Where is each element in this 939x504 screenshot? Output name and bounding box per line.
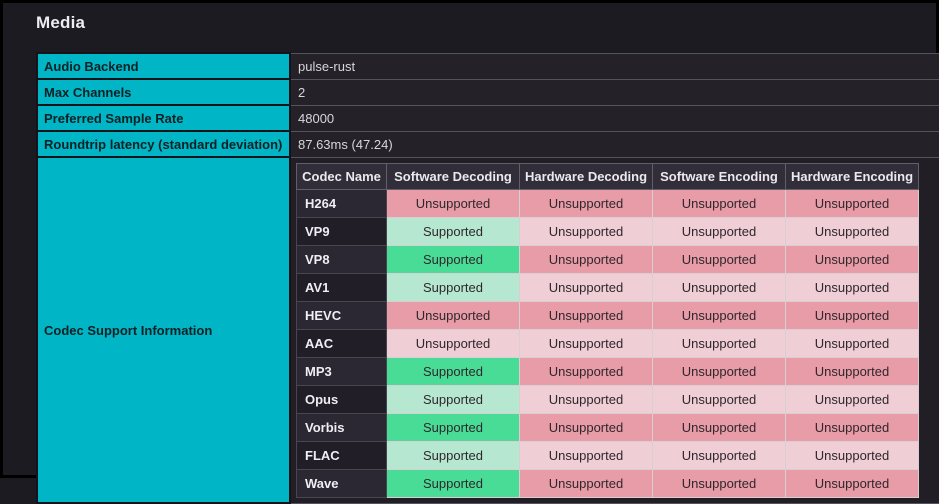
- info-label: Audio Backend: [36, 52, 291, 80]
- info-label: Max Channels: [36, 78, 291, 106]
- codec-status-cell: Unsupported: [519, 468, 653, 498]
- codec-status-cell: Unsupported: [652, 216, 786, 246]
- codec-table-body: H264 Unsupported Unsupported Unsupported Uns…: [296, 188, 919, 498]
- codec-status-cell: Supported: [386, 216, 520, 246]
- codec-status-cell: Unsupported: [652, 188, 786, 218]
- codec-status-cell: Unsupported: [386, 300, 520, 330]
- codec-status-cell: Supported: [386, 244, 520, 274]
- codec-status-cell: Unsupported: [519, 384, 653, 414]
- codec-status-cell: Unsupported: [785, 384, 919, 414]
- codec-name-cell: VP8: [296, 244, 387, 274]
- codec-row: Wave Supported Unsupported Unsupported Unsup…: [296, 468, 919, 498]
- codec-name-cell: Opus: [296, 384, 387, 414]
- codec-status-cell: Unsupported: [519, 356, 653, 386]
- codec-row: MP3 Supported Unsupported Unsupported Unsupp…: [296, 356, 919, 386]
- codec-status-cell: Unsupported: [785, 440, 919, 470]
- codec-support-table: Codec Name Software Decoding Hardware Deco…: [296, 162, 919, 498]
- info-value: 87.63ms (47.24): [289, 130, 939, 158]
- codec-row: VP9 Supported Unsupported Unsupported Unsupp…: [296, 216, 919, 246]
- codec-status-cell: Supported: [386, 440, 520, 470]
- codec-status-cell: Unsupported: [519, 272, 653, 302]
- codec-row: AV1 Supported Unsupported Unsupported Unsupp…: [296, 272, 919, 302]
- codec-name-cell: Wave: [296, 468, 387, 498]
- codec-row: H264 Unsupported Unsupported Unsupported Uns…: [296, 188, 919, 218]
- codec-column-header: Codec Name: [296, 162, 387, 190]
- codec-status-cell: Unsupported: [785, 300, 919, 330]
- codec-name-cell: MP3: [296, 356, 387, 386]
- codec-name-cell: AAC: [296, 328, 387, 358]
- codec-status-cell: Supported: [386, 384, 520, 414]
- codec-header-row: Codec Name Software Decoding Hardware Deco…: [296, 162, 919, 190]
- codec-name-cell: AV1: [296, 272, 387, 302]
- info-value: 2: [289, 78, 939, 106]
- codec-section-row: Codec Support Information Codec Name Soft…: [36, 156, 939, 504]
- codec-section-label: Codec Support Information: [36, 156, 291, 504]
- codec-table-container: Codec Name Software Decoding Hardware Deco…: [289, 156, 939, 504]
- codec-status-cell: Unsupported: [386, 328, 520, 358]
- codec-row: AAC Unsupported Unsupported Unsupported Unsu…: [296, 328, 919, 358]
- codec-status-cell: Unsupported: [519, 440, 653, 470]
- codec-status-cell: Supported: [386, 272, 520, 302]
- info-row-roundtrip-latency: Roundtrip latency (standard deviation) 8…: [36, 130, 939, 158]
- codec-status-cell: Unsupported: [785, 272, 919, 302]
- codec-status-cell: Supported: [386, 356, 520, 386]
- codec-status-cell: Unsupported: [519, 328, 653, 358]
- codec-status-cell: Unsupported: [652, 412, 786, 442]
- codec-status-cell: Unsupported: [785, 188, 919, 218]
- codec-status-cell: Unsupported: [785, 412, 919, 442]
- codec-status-cell: Unsupported: [386, 188, 520, 218]
- codec-status-cell: Unsupported: [652, 272, 786, 302]
- info-value: pulse-rust: [289, 52, 939, 80]
- media-info-table: Audio Backend pulse-rust Max Channels 2 …: [36, 52, 939, 504]
- page-title: Media: [36, 13, 86, 32]
- codec-status-cell: Unsupported: [652, 300, 786, 330]
- codec-row: FLAC Supported Unsupported Unsupported Unsup…: [296, 440, 919, 470]
- codec-row: VP8 Supported Unsupported Unsupported Unsupp…: [296, 244, 919, 274]
- codec-name-cell: VP9: [296, 216, 387, 246]
- codec-status-cell: Unsupported: [785, 244, 919, 274]
- codec-status-cell: Unsupported: [519, 412, 653, 442]
- codec-column-header: Software Decoding: [386, 162, 520, 190]
- codec-status-cell: Unsupported: [519, 216, 653, 246]
- codec-name-cell: Vorbis: [296, 412, 387, 442]
- codec-status-cell: Unsupported: [519, 188, 653, 218]
- info-row-audio-backend: Audio Backend pulse-rust: [36, 52, 939, 80]
- codec-column-header: Hardware Encoding: [785, 162, 919, 190]
- codec-status-cell: Unsupported: [652, 468, 786, 498]
- codec-status-cell: Unsupported: [785, 328, 919, 358]
- codec-name-cell: HEVC: [296, 300, 387, 330]
- codec-status-cell: Unsupported: [652, 384, 786, 414]
- codec-status-cell: Supported: [386, 468, 520, 498]
- codec-status-cell: Unsupported: [785, 468, 919, 498]
- codec-status-cell: Unsupported: [785, 216, 919, 246]
- codec-status-cell: Unsupported: [519, 300, 653, 330]
- codec-status-cell: Supported: [386, 412, 520, 442]
- info-row-sample-rate: Preferred Sample Rate 48000: [36, 104, 939, 132]
- codec-row: Vorbis Supported Unsupported Unsupported Uns…: [296, 412, 919, 442]
- codec-column-header: Software Encoding: [652, 162, 786, 190]
- codec-name-cell: FLAC: [296, 440, 387, 470]
- info-label: Preferred Sample Rate: [36, 104, 291, 132]
- codec-status-cell: Unsupported: [652, 440, 786, 470]
- codec-status-cell: Unsupported: [652, 356, 786, 386]
- codec-status-cell: Unsupported: [519, 244, 653, 274]
- codec-row: Opus Supported Unsupported Unsupported Unsup…: [296, 384, 919, 414]
- codec-row: HEVC Unsupported Unsupported Unsupported Uns…: [296, 300, 919, 330]
- codec-status-cell: Unsupported: [652, 328, 786, 358]
- info-value: 48000: [289, 104, 939, 132]
- info-label: Roundtrip latency (standard deviation): [36, 130, 291, 158]
- codec-name-cell: H264: [296, 188, 387, 218]
- codec-status-cell: Unsupported: [652, 244, 786, 274]
- codec-column-header: Hardware Decoding: [519, 162, 653, 190]
- info-row-max-channels: Max Channels 2: [36, 78, 939, 106]
- codec-status-cell: Unsupported: [785, 356, 919, 386]
